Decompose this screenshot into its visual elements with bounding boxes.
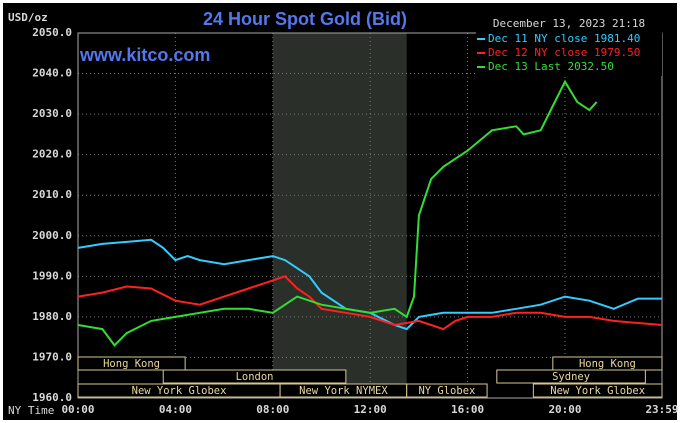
y-tick-label: 2030.0 [32,107,72,120]
y-tick-label: 2040.0 [32,67,72,80]
x-tick-label: 08:00 [256,403,289,416]
watermark: www.kitco.com [79,45,210,65]
x-axis-label: NY Time [8,404,54,417]
series-line [77,79,598,347]
legend-box [476,14,662,76]
shaded-region [272,33,407,398]
chart-title: 24 Hour Spot Gold (Bid) [203,9,407,29]
session-label: Hong Kong [579,358,636,370]
x-tick-label: 20:00 [548,403,581,416]
session-label: Hong Kong [103,358,160,370]
y-tick-label: 1990.0 [32,269,72,282]
y-tick-label: 1970.0 [32,350,72,363]
y-axis-label: USD/oz [8,11,48,24]
session-label: New York Globex [132,385,227,397]
session-bar [406,383,488,398]
y-tick-label: 1960.0 [32,391,72,404]
legend-label: Dec 11 NY close 1981.40 [488,32,640,45]
x-tick-label: 23:59 [645,403,678,416]
plot-frame [77,32,663,399]
timestamp: December 13, 2023 21:18 [493,17,645,30]
session-label: New York NYMEX [299,385,388,397]
series-line [77,238,662,331]
y-tick-label: 2010.0 [32,188,72,201]
y-tick-label: 2000.0 [32,229,72,242]
y-tick-label: 2050.0 [32,26,72,39]
x-tick-label: 16:00 [451,403,484,416]
y-tick-label: 2020.0 [32,148,72,161]
session-bar [552,356,663,371]
x-tick-label: 12:00 [354,403,387,416]
session-bar [532,383,663,398]
session-bar [162,369,347,384]
x-tick-label: 04:00 [159,403,192,416]
session-label: Sydney [552,371,590,383]
session-label: NY Globex [418,385,475,397]
session-label: London [236,371,274,383]
x-tick-label: 00:00 [61,403,94,416]
y-tick-label: 1980.0 [32,310,72,323]
series-line [77,275,663,331]
session-bar [77,356,186,371]
legend-label: Dec 12 NY close 1979.50 [488,46,640,59]
session-label: New York Globex [550,385,645,397]
legend-label: Dec 13 Last 2032.50 [488,60,614,73]
